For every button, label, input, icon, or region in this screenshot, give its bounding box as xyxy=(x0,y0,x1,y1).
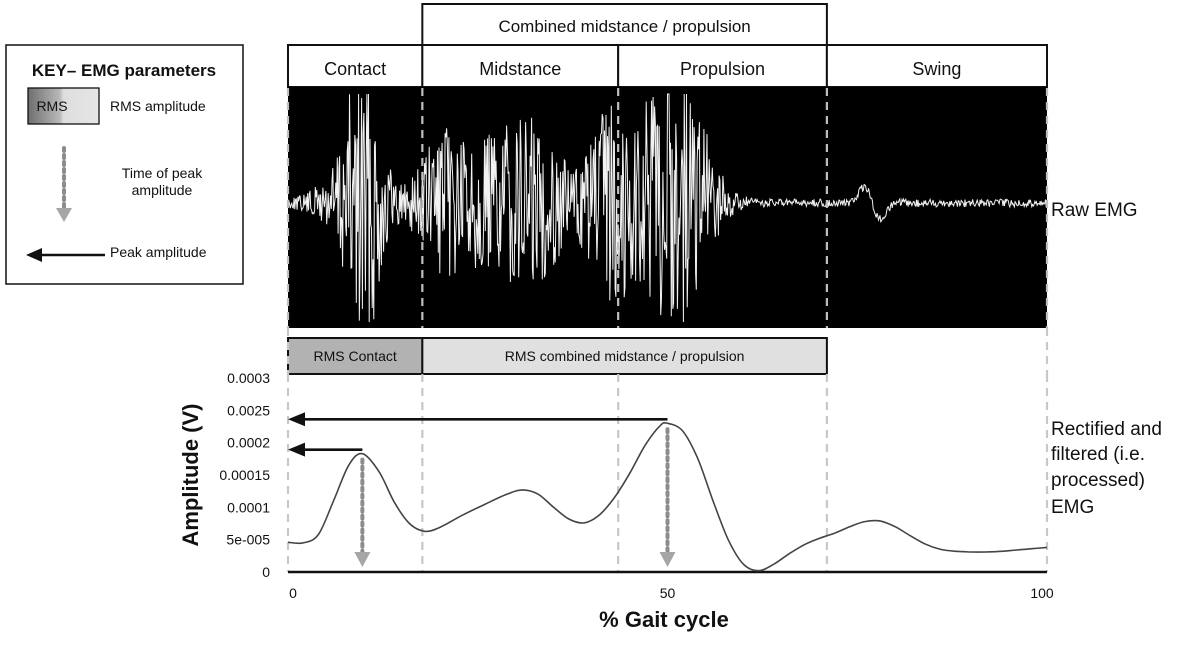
x-axis-label: % Gait cycle xyxy=(599,607,729,632)
key-peak-amp-arrow-icon xyxy=(26,248,105,262)
key-rms-box-label: RMS xyxy=(36,98,67,114)
y-tick-label: 0.0002 xyxy=(227,435,270,451)
phase-cell-swing xyxy=(825,44,1049,88)
y-tick-label: 0.0003 xyxy=(227,370,270,386)
raw-emg-trace xyxy=(287,93,1048,323)
peak-time-arrowhead xyxy=(659,552,676,567)
key-title: KEY– EMG parameters xyxy=(32,61,216,80)
phase-label-contact: Contact xyxy=(324,59,386,79)
key-peak-time-desc-1: Time of peak xyxy=(122,165,203,181)
rms-bar-row: RMS Contact RMS combined midstance / prop… xyxy=(287,337,828,375)
processed-emg-line xyxy=(287,421,1048,572)
processed-emg-label: Rectified and filtered (i.e. processed) … xyxy=(1051,419,1162,518)
peak-amplitude-arrowhead xyxy=(288,442,305,457)
rms-bar-combined xyxy=(421,337,828,375)
key-panel: KEY– EMG parameters RMS RMS amplitude Ti… xyxy=(5,44,244,285)
key-peak-time-desc-2: amplitude xyxy=(132,182,193,198)
raw-emg-panel xyxy=(287,87,1048,328)
y-tick-label: 0 xyxy=(262,564,270,580)
rms-bar-label-combined: RMS combined midstance / propulsion xyxy=(505,348,745,364)
processed-label-line-3: processed) xyxy=(1051,470,1145,491)
key-peak-amp-desc: Peak amplitude xyxy=(110,244,207,260)
y-tick-label: 0.0001 xyxy=(227,499,270,515)
x-tick-label: 100 xyxy=(1030,585,1054,601)
y-tick-label: 0.00015 xyxy=(219,467,270,483)
rms-bar-contact xyxy=(287,337,424,375)
phase-dividers xyxy=(286,88,1049,572)
phase-label-swing: Swing xyxy=(912,59,961,79)
x-tick-label: 0 xyxy=(289,585,297,601)
y-axis-label: Amplitude (V) xyxy=(178,404,203,547)
phase-label-propulsion: Propulsion xyxy=(680,59,765,79)
peak-time-arrowhead xyxy=(354,552,371,567)
key-rms-desc: RMS amplitude xyxy=(110,98,206,114)
phase-header-row: Contact Midstance Propulsion Swing xyxy=(287,44,1049,88)
processed-label-line-1: Rectified and xyxy=(1051,419,1162,440)
processed-label-line-2: filtered (i.e. xyxy=(1051,444,1145,465)
y-tick-label: 0.0025 xyxy=(227,402,270,418)
combined-phase-label: Combined midstance / propulsion xyxy=(498,17,750,36)
phase-cell-midstance xyxy=(421,44,620,88)
raw-emg-label: Raw EMG xyxy=(1051,200,1138,221)
phase-label-midstance: Midstance xyxy=(479,59,561,79)
key-peak-time-icon xyxy=(56,146,72,222)
peak-amplitude-arrowhead xyxy=(288,412,305,427)
combined-phase-header: Combined midstance / propulsion xyxy=(421,3,828,46)
processed-label-line-4: EMG xyxy=(1051,497,1094,518)
x-tick-label: 50 xyxy=(660,585,676,601)
key-rms-box xyxy=(27,87,100,125)
processed-emg-chart: 0 5e-005 0.0001 0.00015 0.0002 0.0025 0.0003 0… xyxy=(178,370,1054,632)
rms-bar-label-contact: RMS Contact xyxy=(314,348,397,364)
y-tick-label: 5e-005 xyxy=(226,532,270,548)
